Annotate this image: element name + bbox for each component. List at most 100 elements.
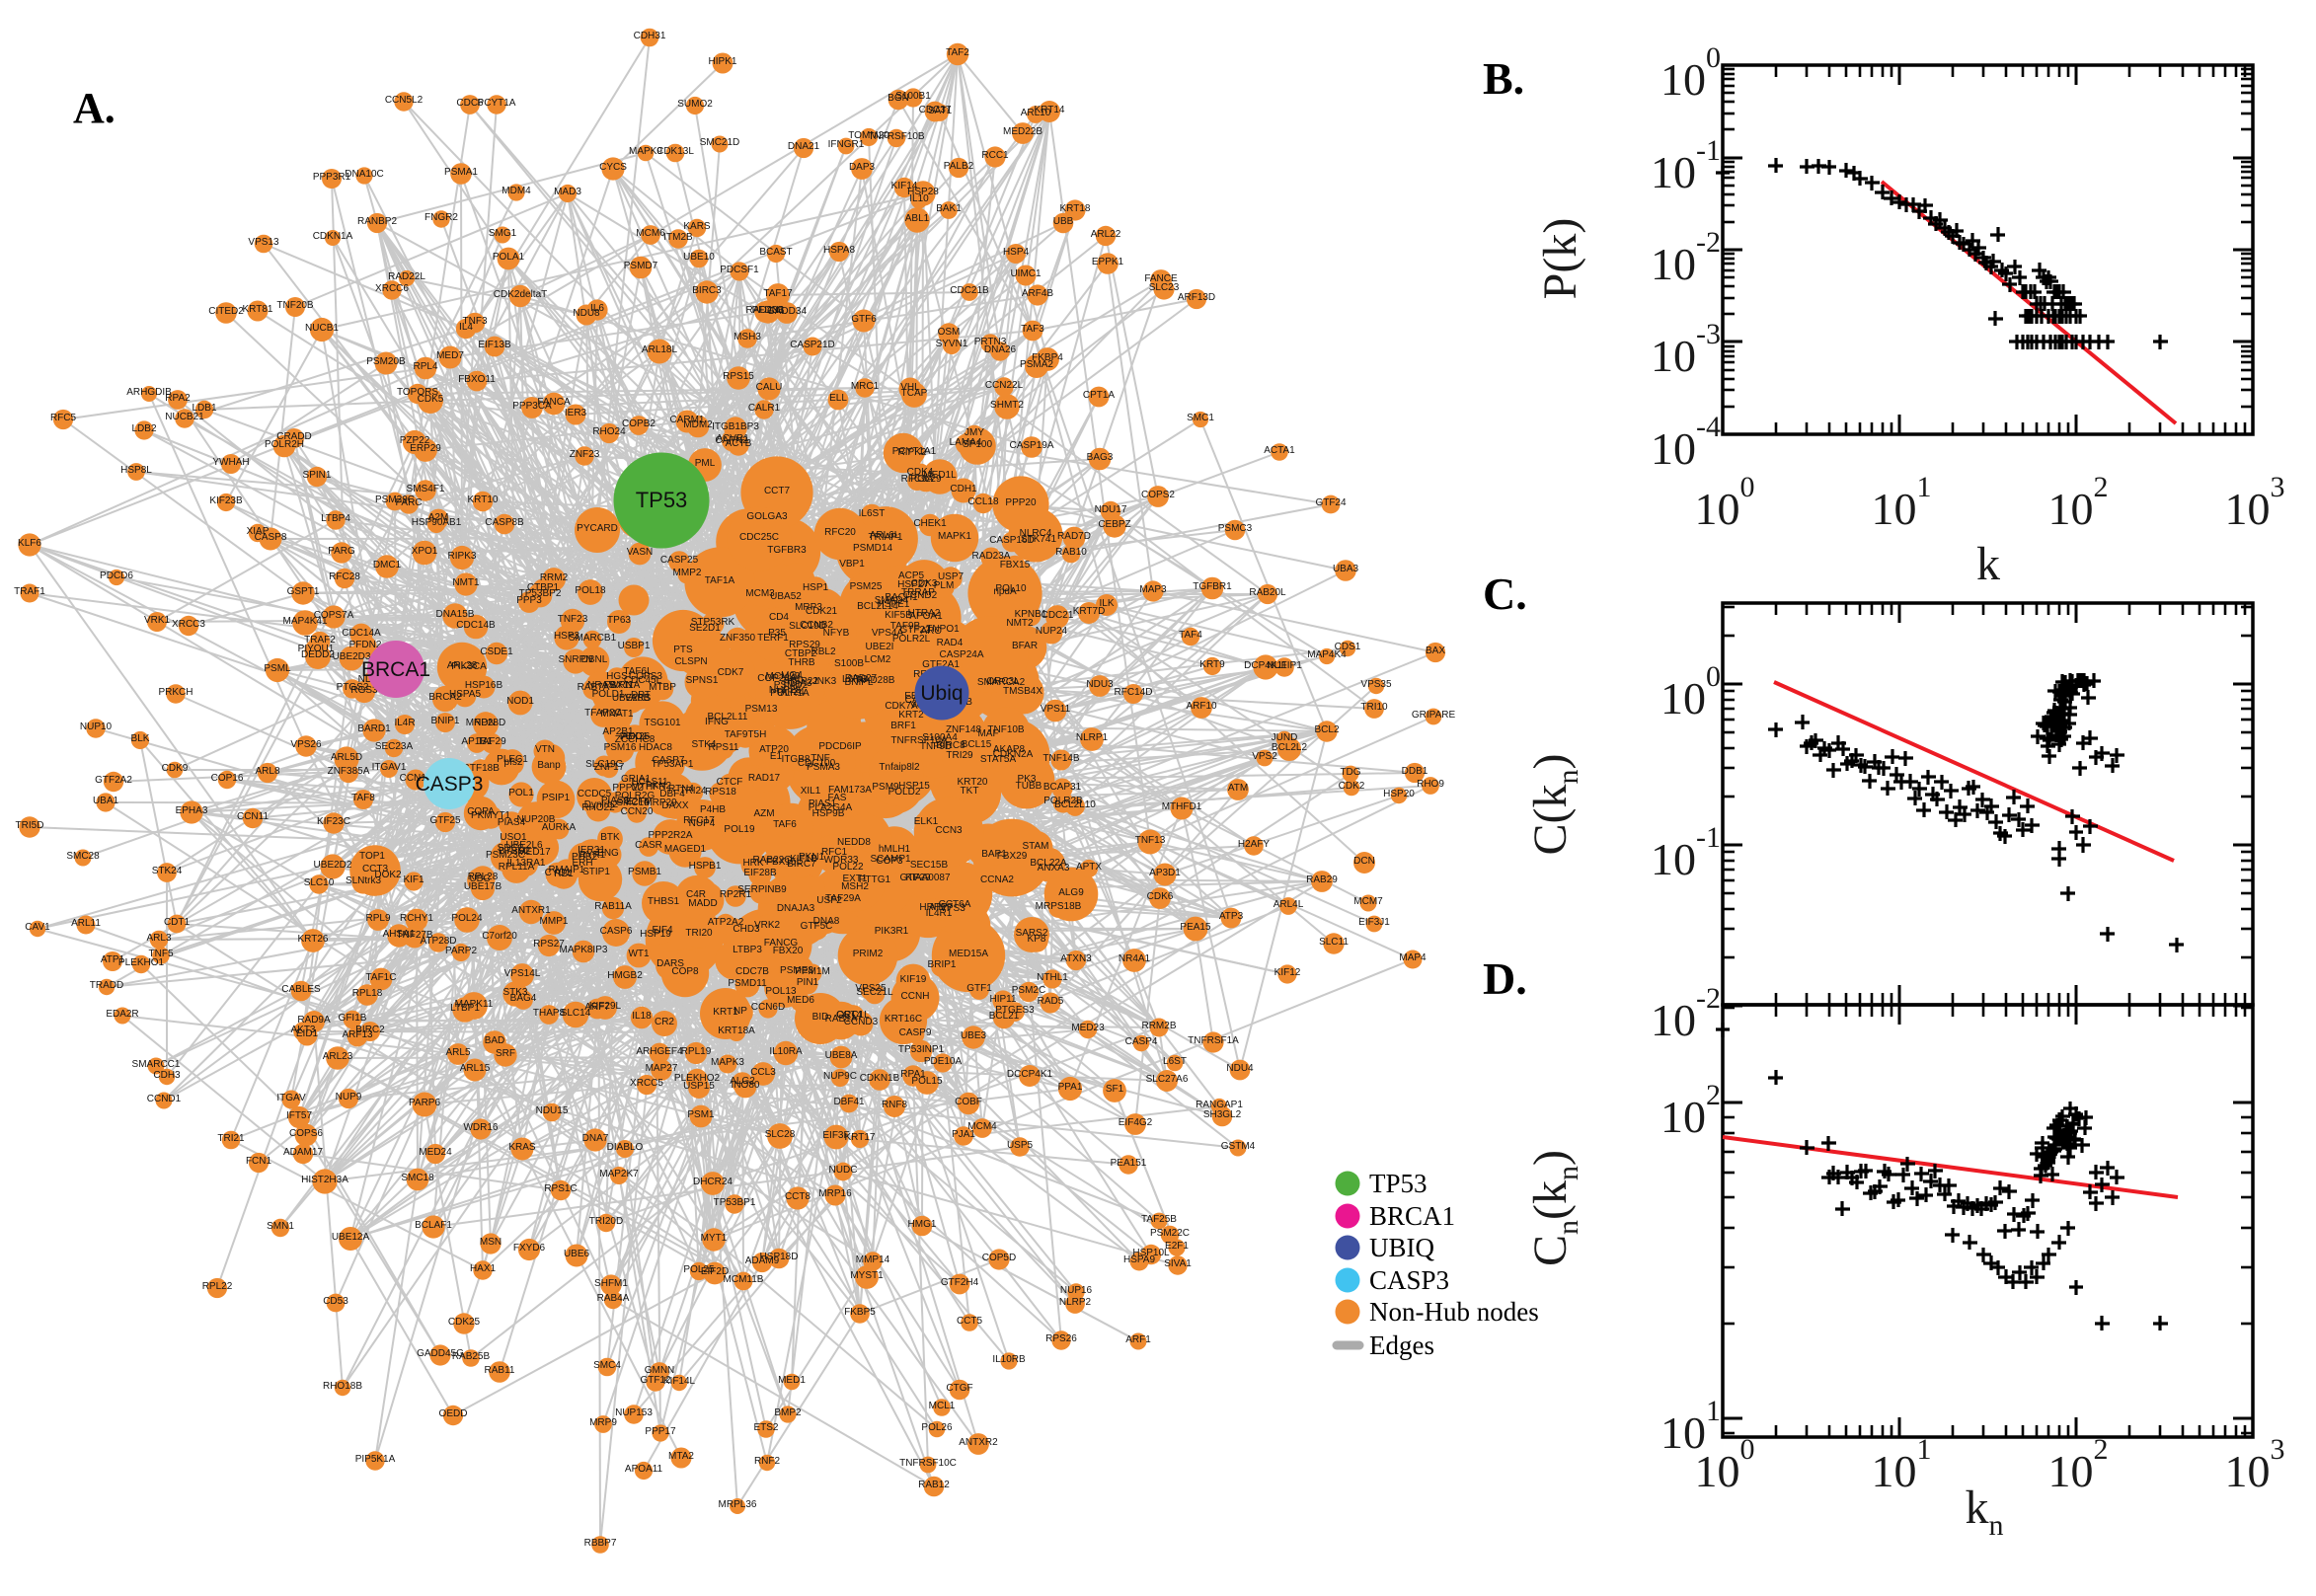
svg-text:CDT1: CDT1 [164, 917, 191, 928]
svg-text:RFC28: RFC28 [329, 571, 360, 582]
svg-text:KRT26: KRT26 [298, 934, 329, 945]
svg-text:TAF17: TAF17 [763, 288, 793, 299]
svg-text:HIST2H3A: HIST2H3A [301, 1175, 348, 1185]
svg-text:PIN1: PIN1 [797, 977, 819, 988]
svg-text:MSN: MSN [480, 1237, 502, 1248]
svg-text:CTGF: CTGF [946, 1383, 972, 1394]
svg-text:POL22: POL22 [832, 862, 864, 873]
svg-text:CASR: CASR [635, 840, 662, 851]
svg-text:RBL2: RBL2 [811, 646, 835, 657]
svg-text:FBXO11: FBXO11 [458, 374, 496, 385]
svg-text:RAB12: RAB12 [918, 1480, 950, 1490]
svg-text:Banp: Banp [537, 760, 561, 771]
svg-text:TERF1: TERF1 [757, 633, 789, 644]
svg-text:SPIN1: SPIN1 [303, 470, 332, 481]
svg-text:USP5: USP5 [1007, 1140, 1034, 1151]
svg-text:NLRP2: NLRP2 [1059, 1297, 1092, 1308]
svg-text:MAPK1: MAPK1 [938, 531, 971, 542]
svg-text:KRT9: KRT9 [1199, 659, 1225, 670]
svg-text:PKN1: PKN1 [799, 852, 825, 863]
svg-text:TNF14B: TNF14B [1042, 753, 1080, 764]
svg-text:CDK9: CDK9 [162, 763, 189, 774]
svg-text:UBA52: UBA52 [770, 591, 802, 602]
svg-text:GOLGA3: GOLGA3 [746, 511, 788, 522]
svg-text:TOP1: TOP1 [359, 851, 385, 862]
svg-text:SH3GL2: SH3GL2 [1203, 1109, 1242, 1120]
svg-text:TP53: TP53 [1369, 1169, 1428, 1198]
svg-text:GTF12: GTF12 [640, 1375, 671, 1386]
svg-text:ATP2A2: ATP2A2 [708, 917, 744, 928]
svg-text:CDC14B: CDC14B [456, 620, 496, 631]
svg-text:A.: A. [73, 84, 116, 132]
svg-text:AP3D1: AP3D1 [1149, 868, 1181, 878]
svg-text:LDB2: LDB2 [131, 423, 156, 434]
svg-text:MTA2: MTA2 [668, 1451, 694, 1462]
svg-text:IL4R: IL4R [394, 718, 415, 728]
svg-text:IL13RA1: IL13RA1 [507, 858, 546, 869]
svg-text:PSIP1: PSIP1 [542, 793, 571, 803]
svg-text:MAD3: MAD3 [554, 187, 581, 197]
svg-text:SMC4: SMC4 [593, 1360, 621, 1371]
svg-text:CASP16D: CASP16D [989, 535, 1035, 546]
svg-text:BGN: BGN [888, 93, 909, 104]
svg-text:CASP6: CASP6 [600, 926, 633, 937]
svg-text:UBE28B: UBE28B [612, 693, 651, 704]
svg-text:CCT5: CCT5 [957, 1316, 983, 1327]
svg-text:NOD1: NOD1 [506, 696, 534, 707]
svg-text:HRK: HRK [742, 858, 763, 869]
svg-text:NDU15: NDU15 [536, 1105, 569, 1116]
svg-text:RFC1: RFC1 [821, 847, 848, 858]
svg-text:BAX: BAX [1426, 646, 1445, 656]
svg-text:VBP1: VBP1 [839, 559, 865, 570]
svg-text:CRADD: CRADD [276, 431, 312, 442]
svg-text:HMG1: HMG1 [908, 1219, 937, 1230]
svg-text:CDC7B: CDC7B [735, 966, 769, 977]
svg-text:SIVA1: SIVA1 [1164, 1258, 1192, 1269]
svg-text:KP8: KP8 [1028, 934, 1046, 945]
svg-text:PDE10A: PDE10A [924, 1056, 963, 1067]
svg-text:COPS2: COPS2 [1141, 490, 1175, 500]
svg-text:HSP15: HSP15 [898, 781, 930, 792]
svg-text:ARL10: ARL10 [1021, 108, 1051, 118]
svg-text:CASP21D: CASP21D [790, 340, 835, 350]
svg-text:PSM13: PSM13 [745, 704, 778, 715]
svg-text:THAP8: THAP8 [533, 1008, 566, 1019]
svg-text:PJA1: PJA1 [952, 1129, 975, 1140]
svg-text:C7orf20: C7orf20 [482, 931, 517, 942]
svg-text:RAD5: RAD5 [1038, 996, 1064, 1007]
svg-text:BCL2L10: BCL2L10 [1054, 799, 1096, 810]
svg-text:CDH31: CDH31 [634, 31, 666, 41]
svg-text:CDC14A: CDC14A [342, 628, 381, 639]
svg-text:CCL3: CCL3 [750, 1067, 776, 1078]
svg-text:UIMC1: UIMC1 [1010, 268, 1042, 279]
svg-text:RPA2: RPA2 [165, 393, 191, 404]
svg-text:STK24: STK24 [152, 866, 183, 876]
svg-text:RAD23A: RAD23A [972, 551, 1011, 562]
svg-text:RPL4: RPL4 [413, 361, 437, 372]
svg-text:PSM25: PSM25 [850, 581, 883, 592]
svg-text:INO80: INO80 [732, 1080, 760, 1091]
svg-text:HIPK1: HIPK1 [709, 56, 737, 67]
svg-text:CITED2: CITED2 [208, 306, 244, 317]
svg-text:UBE10: UBE10 [683, 252, 715, 263]
svg-text:TAF25B: TAF25B [1141, 1214, 1177, 1225]
svg-text:SMARCA2: SMARCA2 [977, 677, 1026, 688]
svg-text:ARL23: ARL23 [323, 1051, 353, 1062]
svg-text:NUP9C: NUP9C [823, 1071, 857, 1082]
svg-text:ARL3: ARL3 [146, 933, 171, 944]
svg-text:PSMA1: PSMA1 [444, 167, 478, 178]
svg-text:TNFRSF10C: TNFRSF10C [899, 1458, 957, 1469]
svg-text:KIF1: KIF1 [403, 874, 425, 885]
svg-text:RANBP2: RANBP2 [357, 216, 397, 227]
svg-text:SEC23A: SEC23A [375, 741, 414, 752]
svg-text:PSMD7: PSMD7 [624, 261, 658, 271]
svg-text:GSPT1: GSPT1 [287, 586, 320, 597]
svg-text:XIL1: XIL1 [801, 786, 821, 797]
svg-text:AZM: AZM [753, 808, 774, 819]
svg-text:SMC21D: SMC21D [700, 137, 740, 148]
svg-text:HSPA8: HSPA8 [823, 245, 855, 256]
svg-text:NDU4: NDU4 [1226, 1063, 1254, 1074]
svg-text:RTN4: RTN4 [668, 784, 694, 795]
svg-text:MDM4: MDM4 [502, 186, 531, 196]
svg-text:RAD7D: RAD7D [1057, 531, 1091, 542]
